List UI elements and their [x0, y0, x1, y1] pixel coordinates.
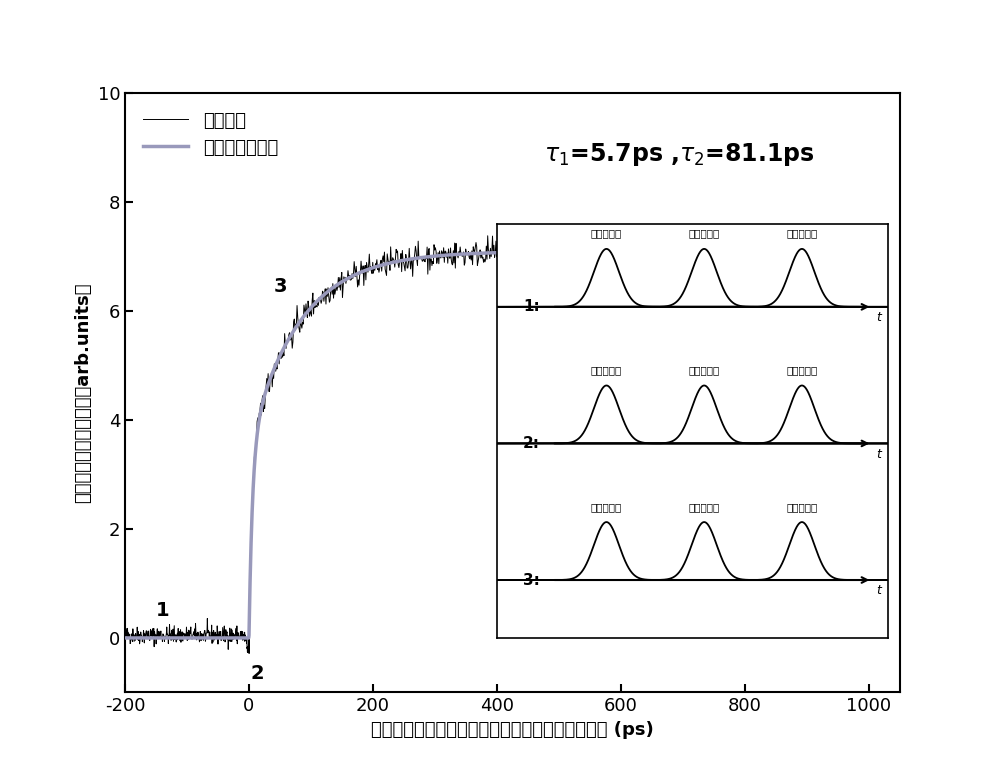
Text: t: t — [876, 311, 881, 324]
Legend: 实验数据, 双指数函数拟合: 实验数据, 双指数函数拟合 — [134, 103, 287, 166]
Text: 1:: 1: — [523, 300, 540, 314]
Text: t: t — [876, 584, 881, 598]
实验数据 — [725, 251, 737, 260]
实验数据 — [776, 240, 788, 250]
Text: 2: 2 — [251, 664, 264, 683]
Y-axis label: 驻留电子自旋信号幅度（arb.units）: 驻留电子自旋信号幅度（arb.units） — [74, 282, 92, 503]
Text: 探测光脉冲: 探测光脉冲 — [689, 502, 720, 512]
实验数据 — [751, 256, 763, 265]
Text: 第一泵浦光: 第一泵浦光 — [591, 229, 622, 239]
双指数函数拟合 — [863, 247, 875, 256]
实验数据 — [344, 275, 356, 285]
Text: 第一泵浦光: 第一泵浦光 — [689, 365, 720, 375]
双指数函数拟合 — [119, 633, 131, 643]
Line: 实验数据: 实验数据 — [125, 234, 869, 654]
Text: 第二泵浦光: 第二泵浦光 — [591, 365, 622, 375]
Text: 2:: 2: — [523, 436, 540, 451]
实验数据 — [243, 649, 255, 658]
双指数函数拟合 — [368, 263, 380, 272]
Text: 第二泵浦光: 第二泵浦光 — [591, 502, 622, 512]
实验数据 — [119, 629, 131, 638]
Text: 3:: 3: — [523, 573, 540, 587]
Line: 双指数函数拟合: 双指数函数拟合 — [125, 251, 869, 638]
实验数据 — [303, 302, 315, 311]
双指数函数拟合 — [703, 247, 715, 256]
双指数函数拟合 — [316, 292, 328, 301]
Text: 第一泵浦光: 第一泵浦光 — [786, 502, 818, 512]
Text: 探测光脉冲: 探测光脉冲 — [786, 365, 818, 375]
实验数据 — [863, 244, 875, 253]
Text: $\tau_1$=5.7ps ,$\tau_2$=81.1ps: $\tau_1$=5.7ps ,$\tau_2$=81.1ps — [544, 142, 814, 168]
Text: 3: 3 — [274, 277, 287, 296]
实验数据 — [136, 637, 148, 647]
X-axis label: 第一泵浦光脉冲与第二泵浦光脉冲之间的延迟时间 (ps): 第一泵浦光脉冲与第二泵浦光脉冲之间的延迟时间 (ps) — [371, 721, 654, 739]
Text: t: t — [876, 447, 881, 461]
Text: 第二泵浦光: 第二泵浦光 — [689, 229, 720, 239]
Text: 探测光脉冲: 探测光脉冲 — [786, 229, 818, 239]
双指数函数拟合 — [792, 247, 804, 256]
实验数据 — [811, 230, 823, 239]
双指数函数拟合 — [343, 273, 355, 282]
Text: 1: 1 — [156, 601, 170, 620]
双指数函数拟合 — [615, 247, 627, 256]
